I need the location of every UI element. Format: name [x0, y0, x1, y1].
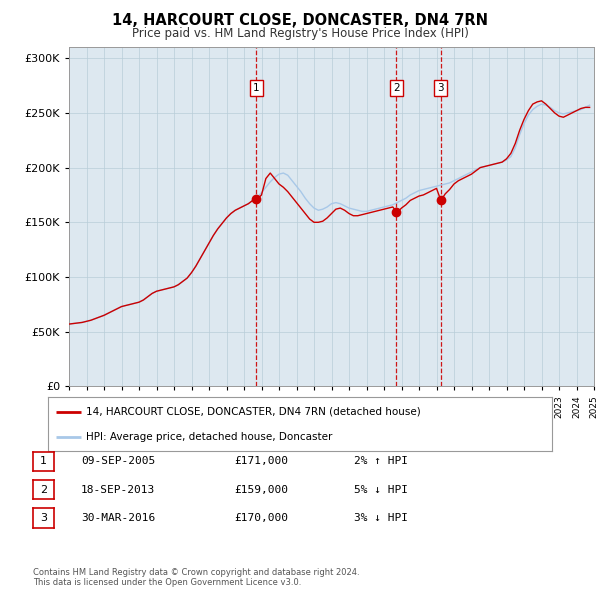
- Text: 3: 3: [437, 83, 444, 93]
- Text: 14, HARCOURT CLOSE, DONCASTER, DN4 7RN (detached house): 14, HARCOURT CLOSE, DONCASTER, DN4 7RN (…: [86, 407, 421, 417]
- Text: 30-MAR-2016: 30-MAR-2016: [81, 513, 155, 523]
- Text: £170,000: £170,000: [234, 513, 288, 523]
- Text: £159,000: £159,000: [234, 485, 288, 494]
- Text: 2: 2: [393, 83, 400, 93]
- Text: HPI: Average price, detached house, Doncaster: HPI: Average price, detached house, Donc…: [86, 432, 332, 442]
- Text: 1: 1: [253, 83, 259, 93]
- Text: Contains HM Land Registry data © Crown copyright and database right 2024.
This d: Contains HM Land Registry data © Crown c…: [33, 568, 359, 587]
- Text: 5% ↓ HPI: 5% ↓ HPI: [354, 485, 408, 494]
- Text: 3: 3: [40, 513, 47, 523]
- Text: 2% ↑ HPI: 2% ↑ HPI: [354, 457, 408, 466]
- Text: £171,000: £171,000: [234, 457, 288, 466]
- Text: 18-SEP-2013: 18-SEP-2013: [81, 485, 155, 494]
- Text: 09-SEP-2005: 09-SEP-2005: [81, 457, 155, 466]
- Text: 1: 1: [40, 457, 47, 466]
- Text: 14, HARCOURT CLOSE, DONCASTER, DN4 7RN: 14, HARCOURT CLOSE, DONCASTER, DN4 7RN: [112, 13, 488, 28]
- Text: 2: 2: [40, 485, 47, 494]
- Text: Price paid vs. HM Land Registry's House Price Index (HPI): Price paid vs. HM Land Registry's House …: [131, 27, 469, 40]
- Text: 3% ↓ HPI: 3% ↓ HPI: [354, 513, 408, 523]
